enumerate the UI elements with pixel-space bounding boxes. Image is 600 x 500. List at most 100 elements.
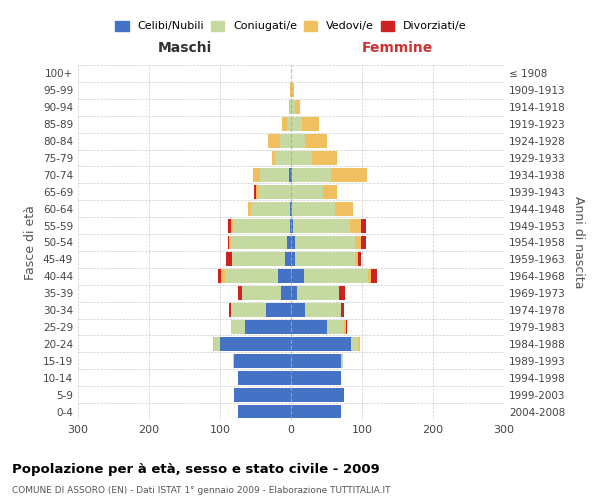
Bar: [238, 404, 291, 418]
Bar: [291, 100, 295, 114]
Bar: [291, 117, 302, 131]
Bar: [326, 320, 344, 334]
Bar: [260, 168, 289, 182]
Bar: [275, 151, 291, 165]
Bar: [245, 320, 291, 334]
Bar: [352, 337, 358, 351]
Bar: [361, 218, 366, 232]
Bar: [278, 270, 291, 283]
Bar: [259, 185, 291, 198]
Bar: [331, 168, 367, 182]
Legend: Celibi/Nubili, Coniugati/e, Vedovi/e, Divorziati/e: Celibi/Nubili, Coniugati/e, Vedovi/e, Di…: [112, 18, 470, 35]
Bar: [289, 100, 290, 114]
Bar: [280, 134, 291, 148]
Bar: [291, 84, 292, 98]
Bar: [233, 354, 234, 368]
Bar: [295, 100, 300, 114]
Bar: [291, 303, 305, 317]
Text: COMUNE DI ASSORO (EN) - Dati ISTAT 1° gennaio 2009 - Elaborazione TUTTITALIA.IT: COMUNE DI ASSORO (EN) - Dati ISTAT 1° ge…: [12, 486, 391, 495]
Bar: [228, 218, 232, 232]
Bar: [291, 236, 295, 250]
Bar: [292, 202, 335, 215]
Text: Popolazione per à età, sesso e stato civile - 2009: Popolazione per à età, sesso e stato civ…: [12, 462, 380, 475]
Bar: [232, 218, 233, 232]
Bar: [305, 303, 341, 317]
Bar: [358, 252, 361, 266]
Bar: [234, 354, 291, 368]
Y-axis label: Fasce di età: Fasce di età: [25, 205, 37, 280]
Bar: [286, 252, 291, 266]
Bar: [234, 388, 291, 402]
Bar: [238, 371, 291, 384]
Bar: [214, 337, 220, 351]
Bar: [291, 354, 341, 368]
Bar: [292, 84, 294, 98]
Bar: [242, 286, 281, 300]
Bar: [230, 320, 245, 334]
Bar: [335, 202, 353, 215]
Bar: [287, 236, 291, 250]
Bar: [290, 218, 291, 232]
Bar: [220, 337, 291, 351]
Bar: [341, 354, 343, 368]
Text: Maschi: Maschi: [157, 41, 212, 55]
Bar: [302, 117, 319, 131]
Bar: [291, 218, 293, 232]
Bar: [296, 286, 339, 300]
Bar: [225, 270, 278, 283]
Bar: [371, 270, 377, 283]
Bar: [281, 286, 291, 300]
Bar: [344, 320, 346, 334]
Bar: [218, 270, 221, 283]
Bar: [291, 134, 305, 148]
Bar: [221, 270, 225, 283]
Bar: [355, 236, 361, 250]
Bar: [368, 270, 371, 283]
Bar: [291, 320, 326, 334]
Bar: [287, 117, 291, 131]
Bar: [282, 117, 287, 131]
Bar: [291, 168, 292, 182]
Bar: [266, 303, 291, 317]
Bar: [268, 134, 280, 148]
Bar: [213, 337, 214, 351]
Bar: [289, 168, 291, 182]
Bar: [291, 371, 341, 384]
Bar: [291, 388, 344, 402]
Bar: [295, 252, 355, 266]
Bar: [290, 100, 291, 114]
Bar: [291, 270, 304, 283]
Bar: [305, 134, 326, 148]
Bar: [361, 236, 366, 250]
Bar: [248, 202, 251, 215]
Bar: [341, 303, 344, 317]
Bar: [230, 236, 287, 250]
Bar: [291, 151, 313, 165]
Bar: [291, 185, 323, 198]
Bar: [233, 218, 290, 232]
Bar: [295, 236, 355, 250]
Bar: [290, 202, 291, 215]
Bar: [254, 185, 256, 198]
Bar: [291, 337, 352, 351]
Bar: [272, 151, 275, 165]
Bar: [253, 168, 260, 182]
Bar: [229, 303, 230, 317]
Bar: [292, 168, 331, 182]
Bar: [290, 84, 291, 98]
Text: Femmine: Femmine: [362, 41, 433, 55]
Bar: [226, 252, 232, 266]
Bar: [232, 252, 286, 266]
Bar: [229, 236, 230, 250]
Bar: [291, 202, 292, 215]
Bar: [339, 286, 345, 300]
Bar: [358, 337, 360, 351]
Bar: [251, 202, 290, 215]
Bar: [313, 151, 337, 165]
Y-axis label: Anni di nascita: Anni di nascita: [572, 196, 585, 289]
Bar: [291, 252, 295, 266]
Bar: [238, 286, 242, 300]
Bar: [291, 404, 341, 418]
Bar: [228, 236, 229, 250]
Bar: [346, 320, 347, 334]
